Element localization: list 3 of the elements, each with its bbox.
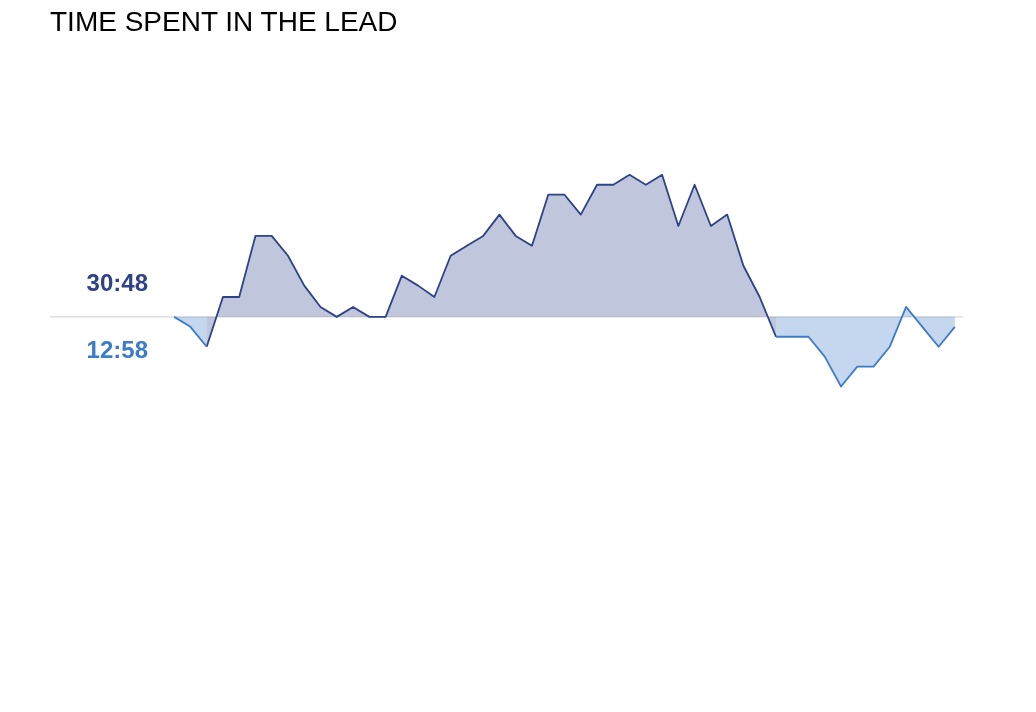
chart-title: TIME SPENT IN THE LEAD	[50, 6, 398, 37]
series-label: 12:58	[86, 335, 148, 363]
text: 30:48	[86, 268, 148, 296]
